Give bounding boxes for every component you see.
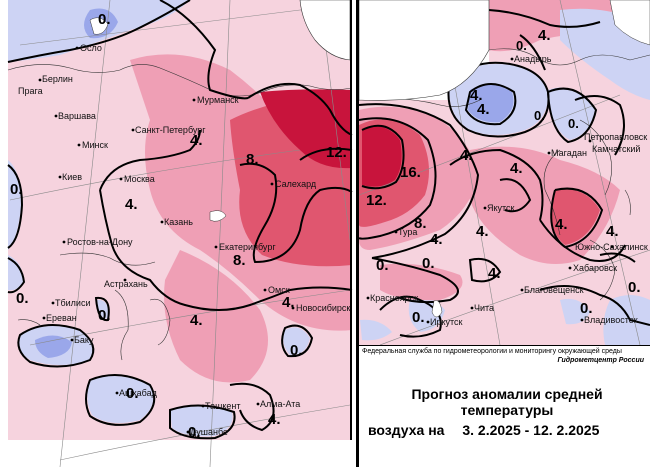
contour-label: 12. xyxy=(366,192,387,209)
contour-label: 4. xyxy=(282,294,295,311)
title-line-2: воздуха на 3. 2.2025 - 12. 2.2025 xyxy=(368,422,646,438)
city-label: Благовещенск xyxy=(524,285,584,295)
map-title: Прогноз аномалии средней температуры воз… xyxy=(368,386,646,438)
title-prefix: воздуха на xyxy=(368,422,445,438)
contour-label: 4. xyxy=(477,101,490,118)
city-label: Баку xyxy=(74,335,94,345)
contour-label: 0. xyxy=(628,279,641,296)
city-label: Санкт-Петербург xyxy=(135,125,206,135)
contour-label: 4. xyxy=(510,160,523,177)
city-label: Мурманск xyxy=(197,95,239,105)
city-label: Салехард xyxy=(275,179,317,189)
forecast-period: 3. 2.2025 - 12. 2.2025 xyxy=(462,422,600,438)
arctic-ocean xyxy=(299,0,351,61)
contour-label: 8. xyxy=(246,151,259,168)
contour-label: 8. xyxy=(233,252,246,269)
contour-label: 4. xyxy=(476,223,489,240)
contour-label: 0. xyxy=(10,181,23,198)
city-label: Минск xyxy=(82,140,108,150)
right-map xyxy=(356,0,650,467)
city-label: Астрахань xyxy=(104,279,148,289)
city-label: Тбилиси xyxy=(55,298,91,308)
negative-area-central-asia xyxy=(87,376,154,424)
city-label: Прага xyxy=(18,86,43,96)
city-label: Южно-Сахалинск xyxy=(575,242,648,252)
city-label: Екатеринбург xyxy=(219,242,276,252)
city-label: Магадан xyxy=(551,148,587,158)
contour-label: 0. xyxy=(98,307,111,324)
contour-label: 0. xyxy=(568,116,579,131)
title-line-1: Прогноз аномалии средней температуры xyxy=(411,386,603,418)
city-label: Киев xyxy=(62,172,82,182)
city-label: Владивосток xyxy=(584,315,638,325)
contour-label: 4. xyxy=(430,231,443,248)
contour-labels-right: 4. 0. 4. 4. 0. 0. 16. 12. 8. 4. 4. 4. 0.… xyxy=(366,27,641,326)
contour-lines-right xyxy=(358,9,650,338)
city-label: Варшава xyxy=(58,111,96,121)
city-label: Петропавловск xyxy=(584,132,647,142)
contour-label: 4. xyxy=(190,312,203,329)
arctic-ocean-right xyxy=(358,0,490,101)
contour-label: 0. xyxy=(376,257,389,274)
city-label: Ереван xyxy=(46,313,77,323)
agency-name: Федеральная служба по гидрометеорологии … xyxy=(362,348,622,355)
contour-label: 0. xyxy=(126,385,139,402)
city-label: Камчатский xyxy=(592,144,640,154)
contour-label: 0. xyxy=(580,300,593,317)
center-name: Гидрометцентр России xyxy=(557,357,645,364)
contour-label: 0. xyxy=(516,38,527,53)
contour-label: 4. xyxy=(538,27,551,44)
contour-lines-left xyxy=(7,0,353,440)
contour-label: 0. xyxy=(16,290,29,307)
city-label: Анадырь xyxy=(514,54,552,64)
lake-baikal xyxy=(431,300,443,318)
contour-label: 4. xyxy=(268,411,281,428)
contour-label: 4. xyxy=(488,265,501,282)
contour-label: 0. xyxy=(188,424,201,441)
contour-label: 0. xyxy=(422,255,435,272)
city-label: Москва xyxy=(124,174,155,184)
city-label: Якутск xyxy=(487,203,515,213)
city-label: Ашхабад xyxy=(119,388,158,398)
city-label: Омск xyxy=(268,285,290,295)
city-label: Иркутск xyxy=(430,317,463,327)
contour-label: 8. xyxy=(414,215,427,232)
city-label: Берлин xyxy=(42,74,73,84)
contour-label: 4. xyxy=(606,223,619,240)
contour-label: 4. xyxy=(190,132,203,149)
contour-label: 0. xyxy=(412,309,425,326)
city-label: Душанбе xyxy=(190,427,228,437)
contour-label: 4. xyxy=(460,147,473,164)
city-label: Осло xyxy=(80,43,102,53)
city-label: Чита xyxy=(474,303,494,313)
contour-label: 12. xyxy=(326,144,347,161)
contour-label: 4. xyxy=(125,196,138,213)
city-label: Алма-Ата xyxy=(260,399,300,409)
city-labels-left: Осло Берлин Прага Варшава Мурманск Санкт… xyxy=(18,43,350,437)
city-label: Ростов-на-Дону xyxy=(67,237,133,247)
contour-label: 4. xyxy=(470,87,483,104)
contour-label: 16. xyxy=(400,164,421,181)
city-markers xyxy=(38,46,614,434)
contour-label: 0. xyxy=(98,11,111,28)
lake xyxy=(89,17,109,35)
city-label: Ташкент xyxy=(205,401,240,411)
left-map xyxy=(7,0,353,467)
contour-label: 0. xyxy=(534,108,545,123)
city-label: Казань xyxy=(164,217,193,227)
city-label: Новосибирск xyxy=(296,303,350,313)
city-labels-right: Анадырь Петропавловск Камчатский Магадан… xyxy=(370,54,648,327)
credits: Федеральная служба по гидрометеорологии … xyxy=(362,348,648,364)
city-label: Хабаровск xyxy=(573,263,617,273)
contour-label: 4. xyxy=(555,216,568,233)
contour-label: 0. xyxy=(290,342,303,359)
contour-labels-left: 0. 0. 0. 4. 4. 4. 8. 8. 12. 0. 4. 0. 0. … xyxy=(10,11,347,441)
city-label: Красноярск xyxy=(370,293,418,303)
city-label: Тура xyxy=(398,227,417,237)
